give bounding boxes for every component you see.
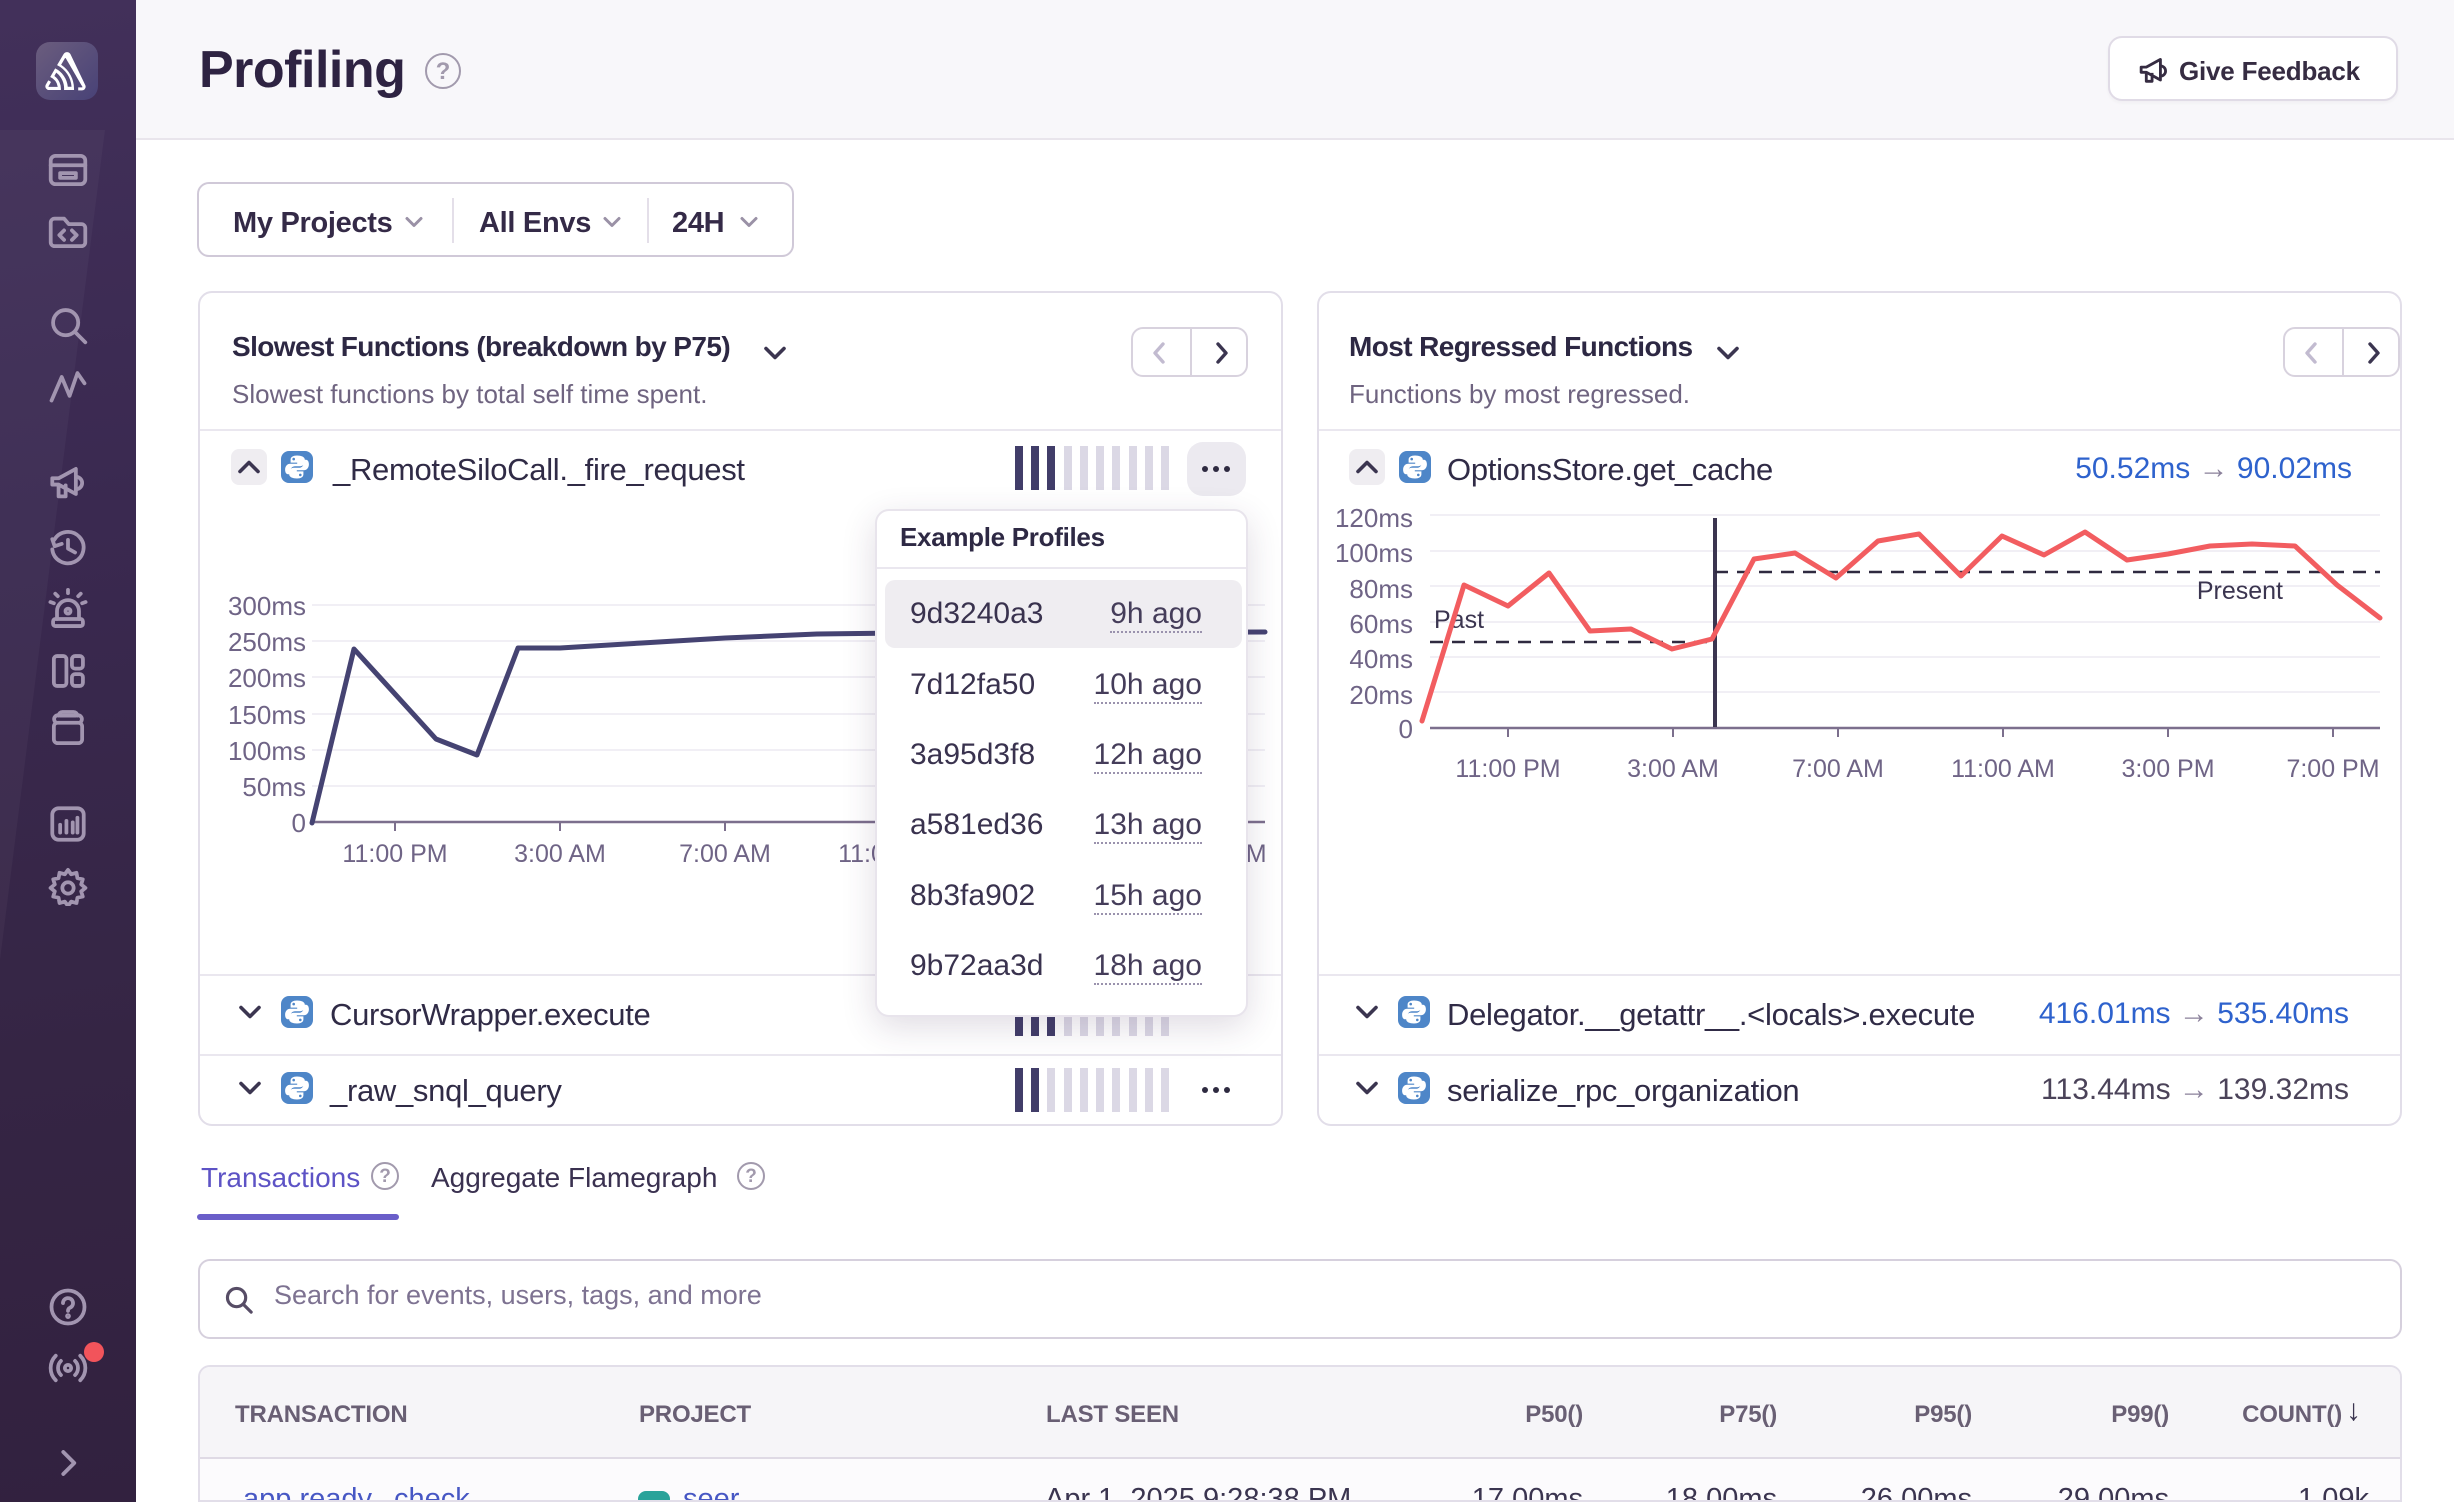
svg-text:150ms: 150ms <box>228 700 306 730</box>
svg-text:3:00 AM: 3:00 AM <box>514 840 606 868</box>
svg-text:11:00 PM: 11:00 PM <box>342 840 447 868</box>
svg-text:120ms: 120ms <box>1335 503 1413 533</box>
svg-text:Present: Present <box>2197 577 2283 605</box>
svg-text:7:00 AM: 7:00 AM <box>1792 755 1884 783</box>
svg-text:250ms: 250ms <box>228 627 306 657</box>
svg-text:60ms: 60ms <box>1349 609 1413 639</box>
svg-text:100ms: 100ms <box>1335 538 1413 568</box>
svg-text:50ms: 50ms <box>242 772 306 802</box>
svg-text:40ms: 40ms <box>1349 644 1413 674</box>
svg-text:11:00 AM: 11:00 AM <box>1951 755 2055 783</box>
svg-text:100ms: 100ms <box>228 736 306 766</box>
svg-text:7:00 AM: 7:00 AM <box>679 840 771 868</box>
svg-text:200ms: 200ms <box>228 663 306 693</box>
svg-text:7:00 PM: 7:00 PM <box>2286 755 2379 783</box>
svg-text:300ms: 300ms <box>228 591 306 621</box>
svg-text:0: 0 <box>1399 714 1413 744</box>
svg-text:Past: Past <box>1434 606 1484 634</box>
svg-text:3:00 AM: 3:00 AM <box>1627 755 1719 783</box>
svg-text:11:00 PM: 11:00 PM <box>1455 755 1560 783</box>
svg-text:80ms: 80ms <box>1349 574 1413 604</box>
svg-text:0: 0 <box>292 808 306 838</box>
svg-text:20ms: 20ms <box>1349 680 1413 710</box>
svg-text:3:00 PM: 3:00 PM <box>2121 755 2214 783</box>
